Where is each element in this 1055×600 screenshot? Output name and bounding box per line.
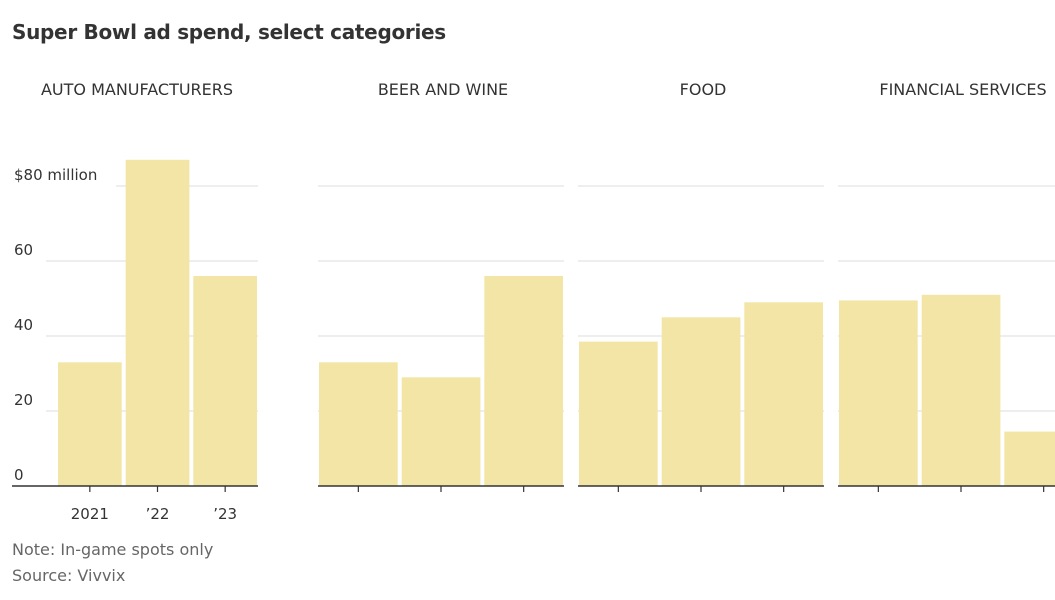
y-tick-label: 40	[14, 316, 33, 334]
chart-title: Super Bowl ad spend, select categories	[12, 20, 446, 44]
chart-note: Note: In-game spots only	[12, 540, 214, 559]
panel-4: FINANCIAL SERVICES	[838, 80, 1055, 492]
bar-3-3	[744, 302, 823, 487]
x-tick-label: 2021	[71, 505, 109, 523]
bar-1-2	[125, 159, 190, 487]
panel-title: FINANCIAL SERVICES	[879, 80, 1046, 99]
panel-title: BEER AND WINE	[378, 80, 508, 99]
x-tick-label: ’23	[213, 505, 237, 523]
bar-3-2	[661, 317, 741, 487]
bar-1-3	[193, 276, 257, 486]
x-tick-label: ’22	[146, 505, 170, 523]
y-tick-label: 0	[14, 466, 24, 484]
bar-2-3	[484, 276, 563, 486]
y-tick-label: 20	[14, 391, 33, 409]
panel-title: FOOD	[680, 80, 727, 99]
y-tick-label: 60	[14, 241, 33, 259]
chart-source: Source: Vivvix	[12, 566, 126, 585]
bar-4-3	[1004, 431, 1055, 486]
bar-2-1	[319, 362, 398, 487]
panel-2: BEER AND WINE	[318, 80, 564, 492]
bar-2-2	[401, 377, 481, 487]
bar-3-1	[579, 341, 658, 486]
bar-1-1	[58, 362, 122, 487]
bar-4-1	[839, 300, 918, 486]
bar-4-2	[921, 294, 1001, 487]
panel-3: FOOD	[578, 80, 824, 492]
panel-1: 2021 ’22 ’23 AUTO MANUFACTURERS 0 20 40 60 $80 m…	[12, 80, 258, 523]
panel-title: AUTO MANUFACTURERS	[41, 80, 233, 99]
y-tick-label: $80 million	[14, 166, 97, 184]
